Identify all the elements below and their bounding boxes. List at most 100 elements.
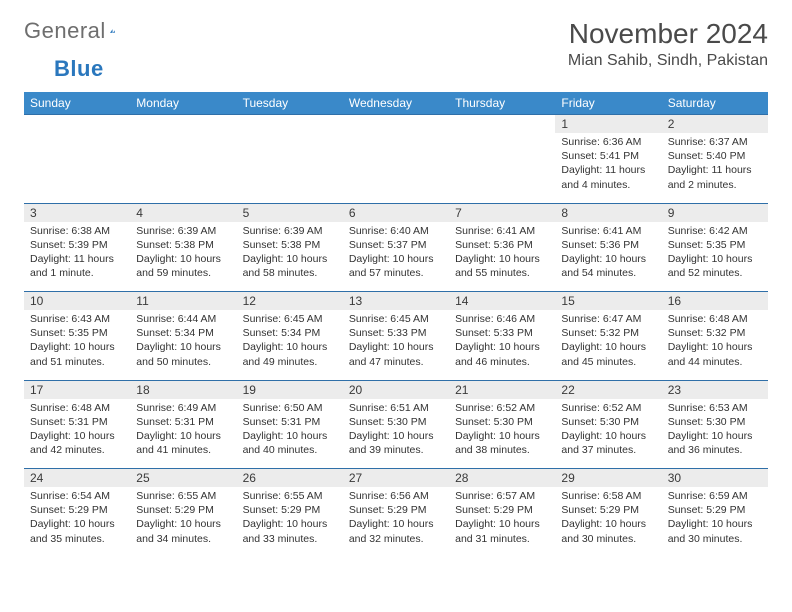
detail-line: Sunrise: 6:45 AM <box>349 312 443 326</box>
detail-line: Sunset: 5:29 PM <box>136 503 230 517</box>
day-detail-cell: Sunrise: 6:57 AMSunset: 5:29 PMDaylight:… <box>449 487 555 557</box>
detail-line: Sunrise: 6:46 AM <box>455 312 549 326</box>
detail-line: Sunset: 5:30 PM <box>668 415 762 429</box>
day-detail-cell <box>449 133 555 203</box>
detail-line: Sunset: 5:41 PM <box>561 149 655 163</box>
detail-line: Daylight: 10 hours and 42 minutes. <box>30 429 124 457</box>
detail-line: Daylight: 11 hours and 1 minute. <box>30 252 124 280</box>
day-detail-cell: Sunrise: 6:45 AMSunset: 5:33 PMDaylight:… <box>343 310 449 380</box>
day-detail-cell: Sunrise: 6:48 AMSunset: 5:31 PMDaylight:… <box>24 399 130 469</box>
detail-line: Daylight: 10 hours and 50 minutes. <box>136 340 230 368</box>
calendar-table: SundayMondayTuesdayWednesdayThursdayFrid… <box>24 92 768 557</box>
detail-line: Sunset: 5:29 PM <box>668 503 762 517</box>
day-detail-cell: Sunrise: 6:58 AMSunset: 5:29 PMDaylight:… <box>555 487 661 557</box>
detail-line: Sunset: 5:35 PM <box>668 238 762 252</box>
detail-line: Sunrise: 6:55 AM <box>136 489 230 503</box>
detail-line: Sunrise: 6:58 AM <box>561 489 655 503</box>
detail-line: Sunrise: 6:41 AM <box>455 224 549 238</box>
brand-part2: Blue <box>54 56 104 82</box>
detail-line: Sunset: 5:35 PM <box>30 326 124 340</box>
detail-line: Sunrise: 6:54 AM <box>30 489 124 503</box>
detail-line: Sunrise: 6:57 AM <box>455 489 549 503</box>
detail-line: Sunset: 5:29 PM <box>349 503 443 517</box>
day-number-cell: 18 <box>130 380 236 399</box>
day-detail-cell: Sunrise: 6:38 AMSunset: 5:39 PMDaylight:… <box>24 222 130 292</box>
detail-line: Sunset: 5:33 PM <box>455 326 549 340</box>
week-daynum-row: 17181920212223 <box>24 380 768 399</box>
detail-line: Sunrise: 6:55 AM <box>243 489 337 503</box>
day-detail-cell: Sunrise: 6:55 AMSunset: 5:29 PMDaylight:… <box>237 487 343 557</box>
day-number-cell: 19 <box>237 380 343 399</box>
day-header: Monday <box>130 92 236 115</box>
detail-line: Sunrise: 6:36 AM <box>561 135 655 149</box>
detail-line: Sunrise: 6:53 AM <box>668 401 762 415</box>
day-detail-cell <box>130 133 236 203</box>
detail-line: Daylight: 10 hours and 31 minutes. <box>455 517 549 545</box>
day-number-cell: 14 <box>449 292 555 311</box>
detail-line: Sunrise: 6:51 AM <box>349 401 443 415</box>
week-daynum-row: 24252627282930 <box>24 469 768 488</box>
day-header: Saturday <box>662 92 768 115</box>
detail-line: Sunrise: 6:39 AM <box>243 224 337 238</box>
day-detail-cell: Sunrise: 6:44 AMSunset: 5:34 PMDaylight:… <box>130 310 236 380</box>
detail-line: Sunset: 5:30 PM <box>561 415 655 429</box>
detail-line: Sunset: 5:38 PM <box>136 238 230 252</box>
day-detail-cell: Sunrise: 6:39 AMSunset: 5:38 PMDaylight:… <box>130 222 236 292</box>
detail-line: Sunset: 5:29 PM <box>30 503 124 517</box>
detail-line: Daylight: 10 hours and 41 minutes. <box>136 429 230 457</box>
detail-line: Sunrise: 6:52 AM <box>561 401 655 415</box>
day-number-cell: 23 <box>662 380 768 399</box>
location-text: Mian Sahib, Sindh, Pakistan <box>568 52 768 70</box>
detail-line: Daylight: 10 hours and 37 minutes. <box>561 429 655 457</box>
detail-line: Sunset: 5:38 PM <box>243 238 337 252</box>
week-detail-row: Sunrise: 6:43 AMSunset: 5:35 PM Daylight:… <box>24 310 768 380</box>
detail-line: Daylight: 10 hours and 58 minutes. <box>243 252 337 280</box>
detail-line: Daylight: 10 hours and 49 minutes. <box>243 340 337 368</box>
day-number-cell: 28 <box>449 469 555 488</box>
detail-line: Daylight: 10 hours and 30 minutes. <box>561 517 655 545</box>
day-detail-cell: Sunrise: 6:52 AMSunset: 5:30 PMDaylight:… <box>449 399 555 469</box>
day-number-cell <box>130 115 236 134</box>
detail-line: Sunrise: 6:37 AM <box>668 135 762 149</box>
day-number-cell: 26 <box>237 469 343 488</box>
day-number-cell: 29 <box>555 469 661 488</box>
day-number-cell: 30 <box>662 469 768 488</box>
day-detail-cell: Sunrise: 6:36 AMSunset: 5:41 PMDaylight:… <box>555 133 661 203</box>
day-detail-cell: Sunrise: 6:53 AMSunset: 5:30 PMDaylight:… <box>662 399 768 469</box>
detail-line: Daylight: 10 hours and 46 minutes. <box>455 340 549 368</box>
day-number-cell: 3 <box>24 203 130 222</box>
day-number-cell: 17 <box>24 380 130 399</box>
detail-line: Sunrise: 6:47 AM <box>561 312 655 326</box>
detail-line: Sunrise: 6:50 AM <box>243 401 337 415</box>
detail-line: Sunrise: 6:43 AM <box>30 312 124 326</box>
detail-line: Daylight: 10 hours and 33 minutes. <box>243 517 337 545</box>
detail-line: Sunset: 5:31 PM <box>30 415 124 429</box>
detail-line: Sunrise: 6:40 AM <box>349 224 443 238</box>
detail-line: Sunrise: 6:41 AM <box>561 224 655 238</box>
day-number-cell: 27 <box>343 469 449 488</box>
day-header: Friday <box>555 92 661 115</box>
detail-line: Daylight: 10 hours and 40 minutes. <box>243 429 337 457</box>
day-detail-cell: Sunrise: 6:43 AMSunset: 5:35 PMDaylight:… <box>24 310 130 380</box>
day-detail-cell: Sunrise: 6:48 AMSunset: 5:32 PMDaylight:… <box>662 310 768 380</box>
day-header: Tuesday <box>237 92 343 115</box>
detail-line: Sunset: 5:30 PM <box>349 415 443 429</box>
day-number-cell: 4 <box>130 203 236 222</box>
detail-line: Sunset: 5:37 PM <box>349 238 443 252</box>
detail-line: Daylight: 10 hours and 45 minutes. <box>561 340 655 368</box>
month-title: November 2024 <box>568 18 768 50</box>
day-number-cell: 2 <box>662 115 768 134</box>
day-detail-cell: Sunrise: 6:39 AMSunset: 5:38 PMDaylight:… <box>237 222 343 292</box>
detail-line: Sunset: 5:34 PM <box>243 326 337 340</box>
day-number-cell <box>449 115 555 134</box>
detail-line: Daylight: 10 hours and 39 minutes. <box>349 429 443 457</box>
detail-line: Daylight: 10 hours and 32 minutes. <box>349 517 443 545</box>
detail-line: Sunrise: 6:52 AM <box>455 401 549 415</box>
calendar-header-row: SundayMondayTuesdayWednesdayThursdayFrid… <box>24 92 768 115</box>
day-detail-cell: Sunrise: 6:49 AMSunset: 5:31 PMDaylight:… <box>130 399 236 469</box>
detail-line: Sunrise: 6:56 AM <box>349 489 443 503</box>
day-header: Wednesday <box>343 92 449 115</box>
detail-line: Daylight: 10 hours and 47 minutes. <box>349 340 443 368</box>
detail-line: Daylight: 11 hours and 4 minutes. <box>561 163 655 191</box>
day-number-cell: 25 <box>130 469 236 488</box>
